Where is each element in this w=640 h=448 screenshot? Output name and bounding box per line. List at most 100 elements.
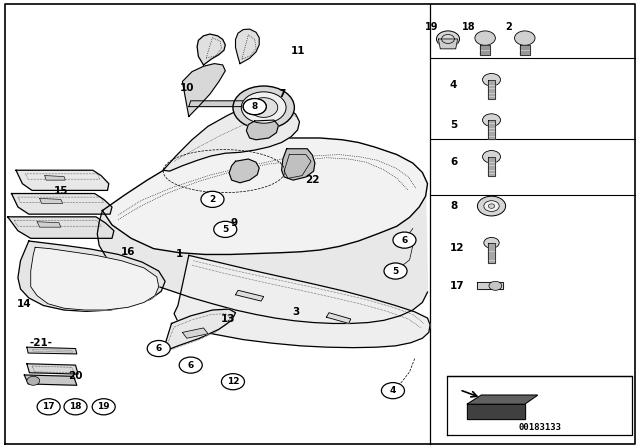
Circle shape: [484, 237, 499, 248]
Polygon shape: [97, 196, 428, 323]
Text: 1: 1: [175, 250, 183, 259]
Circle shape: [243, 99, 266, 115]
Polygon shape: [163, 104, 300, 171]
Text: 4: 4: [450, 80, 458, 90]
Polygon shape: [326, 313, 351, 323]
Circle shape: [515, 31, 535, 45]
Text: 17: 17: [450, 281, 465, 291]
Polygon shape: [229, 159, 259, 183]
Text: 16: 16: [121, 247, 135, 257]
Polygon shape: [236, 29, 259, 64]
Text: 11: 11: [291, 46, 305, 56]
Text: 5: 5: [392, 267, 399, 276]
Text: -21-: -21-: [29, 338, 52, 348]
Text: 18: 18: [69, 402, 82, 411]
Text: 8: 8: [252, 102, 258, 111]
Polygon shape: [236, 290, 264, 301]
Text: 10: 10: [180, 83, 194, 93]
Circle shape: [488, 204, 495, 208]
Text: 17: 17: [42, 402, 55, 411]
Polygon shape: [488, 157, 495, 176]
Polygon shape: [18, 241, 165, 311]
Polygon shape: [37, 222, 61, 227]
Text: 19: 19: [425, 22, 439, 32]
Polygon shape: [246, 120, 278, 140]
Circle shape: [221, 374, 244, 390]
Text: 6: 6: [156, 344, 162, 353]
Text: 6: 6: [401, 236, 408, 245]
Polygon shape: [182, 328, 208, 338]
Polygon shape: [174, 255, 430, 348]
Polygon shape: [31, 247, 159, 310]
Circle shape: [214, 221, 237, 237]
Text: 9: 9: [230, 218, 238, 228]
Polygon shape: [467, 395, 538, 404]
Polygon shape: [182, 64, 225, 116]
Text: 14: 14: [17, 299, 31, 309]
Circle shape: [477, 196, 506, 216]
Polygon shape: [438, 39, 458, 49]
Text: 8: 8: [450, 201, 457, 211]
Text: 3: 3: [292, 307, 300, 317]
Text: 7: 7: [278, 89, 285, 99]
Polygon shape: [102, 138, 428, 254]
Circle shape: [436, 31, 460, 47]
Text: 5: 5: [450, 121, 457, 130]
Text: 5: 5: [222, 225, 228, 234]
Circle shape: [483, 114, 500, 126]
Circle shape: [64, 399, 87, 415]
Circle shape: [381, 383, 404, 399]
Polygon shape: [197, 34, 225, 65]
Text: 12: 12: [227, 377, 239, 386]
Text: 6: 6: [188, 361, 194, 370]
Polygon shape: [27, 347, 77, 354]
Circle shape: [243, 99, 266, 115]
Polygon shape: [488, 120, 495, 139]
Polygon shape: [8, 217, 114, 238]
Polygon shape: [40, 198, 63, 203]
Text: 13: 13: [221, 314, 235, 324]
Circle shape: [484, 201, 499, 211]
Polygon shape: [488, 243, 495, 263]
Polygon shape: [27, 364, 78, 374]
Text: 00183133: 00183133: [518, 423, 561, 432]
Text: 4: 4: [390, 386, 396, 395]
Circle shape: [27, 376, 40, 385]
Polygon shape: [16, 170, 109, 190]
Circle shape: [92, 399, 115, 415]
Circle shape: [241, 92, 286, 123]
Text: 2: 2: [209, 195, 216, 204]
Text: 18: 18: [462, 22, 476, 32]
Circle shape: [393, 232, 416, 248]
Polygon shape: [520, 45, 530, 55]
Polygon shape: [189, 101, 256, 107]
Text: 22: 22: [305, 175, 319, 185]
Text: 8: 8: [252, 102, 258, 111]
Circle shape: [475, 31, 495, 45]
Circle shape: [233, 86, 294, 129]
Polygon shape: [467, 404, 525, 419]
Text: 6: 6: [450, 157, 457, 167]
Circle shape: [483, 73, 500, 86]
Polygon shape: [159, 309, 236, 356]
Circle shape: [201, 191, 224, 207]
Polygon shape: [24, 375, 77, 385]
Circle shape: [489, 281, 502, 290]
Circle shape: [37, 399, 60, 415]
Circle shape: [147, 340, 170, 357]
Polygon shape: [477, 282, 503, 289]
Text: 19: 19: [97, 402, 110, 411]
Circle shape: [179, 357, 202, 373]
Polygon shape: [480, 45, 490, 55]
Text: 12: 12: [450, 243, 465, 253]
Polygon shape: [12, 194, 112, 214]
Text: 15: 15: [54, 186, 68, 196]
Circle shape: [384, 263, 407, 279]
Text: 20: 20: [68, 371, 83, 381]
Polygon shape: [45, 176, 65, 180]
Text: 2: 2: [506, 22, 512, 32]
Polygon shape: [488, 80, 495, 99]
Circle shape: [483, 151, 500, 163]
Polygon shape: [282, 149, 315, 180]
Circle shape: [250, 98, 278, 117]
